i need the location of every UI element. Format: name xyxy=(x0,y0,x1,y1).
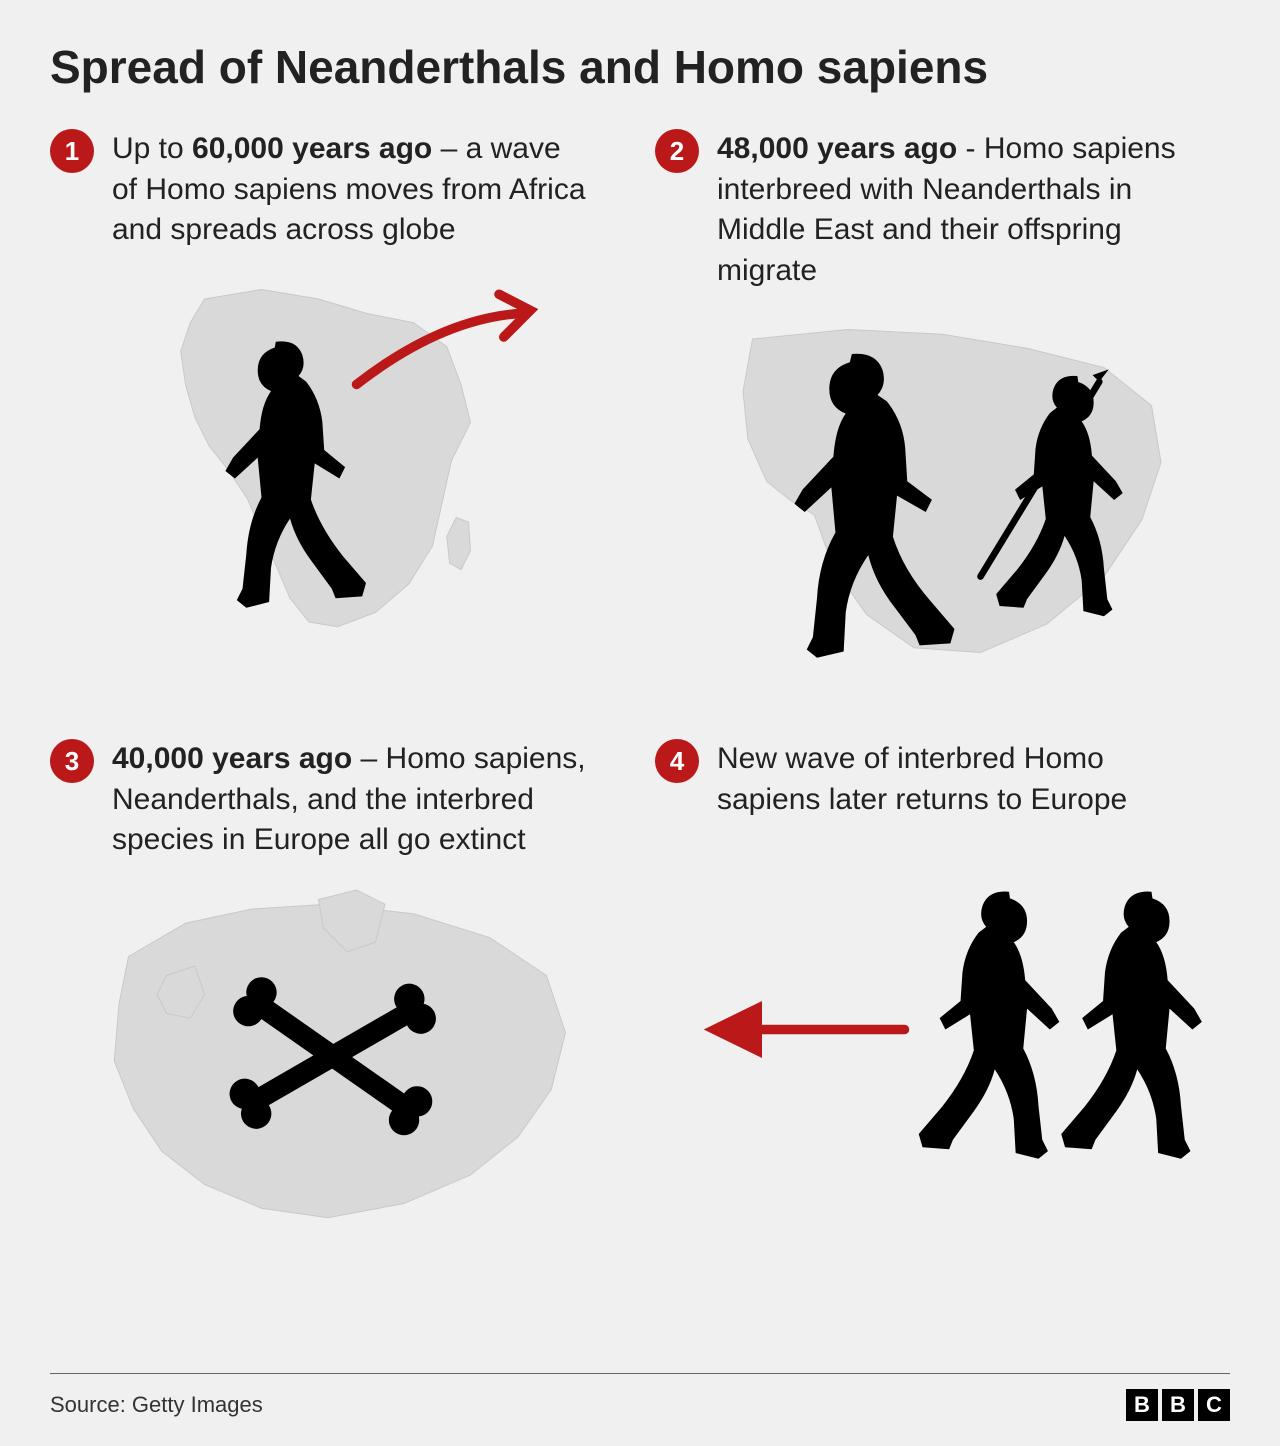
panel-3-text: 40,000 years ago – Homo sapiens, Neander… xyxy=(112,739,592,861)
logo-letter-2: B xyxy=(1162,1389,1194,1421)
panel-1-illustration xyxy=(50,261,625,641)
logo-letter-1: B xyxy=(1126,1389,1158,1421)
panel-4-illustration xyxy=(655,830,1230,1210)
panel-4-text: New wave of interbred Homo sapiens later… xyxy=(717,739,1197,820)
logo-letter-3: C xyxy=(1198,1389,1230,1421)
panel-grid: 1 Up to 60,000 years ago – a wave of Hom… xyxy=(50,129,1230,1309)
panel-1: 1 Up to 60,000 years ago – a wave of Hom… xyxy=(50,129,625,699)
panel-2: 2 48,000 years ago - Homo sapiens interb… xyxy=(655,129,1230,699)
panel-3-illustration xyxy=(50,871,625,1251)
panel-3: 3 40,000 years ago – Homo sapiens, Neand… xyxy=(50,739,625,1309)
panel-1-text: Up to 60,000 years ago – a wave of Homo … xyxy=(112,129,592,251)
footer: Source: Getty Images B B C xyxy=(50,1373,1230,1421)
hominid-pair-icon xyxy=(919,892,1202,1159)
panel-4: 4 New wave of interbred Homo sapiens lat… xyxy=(655,739,1230,1309)
bbc-logo: B B C xyxy=(1126,1389,1230,1421)
return-arrow-icon xyxy=(715,1009,905,1051)
panel-4-badge: 4 xyxy=(655,739,699,783)
panel-2-illustration xyxy=(655,301,1230,681)
source-text: Source: Getty Images xyxy=(50,1392,263,1418)
panel-1-badge: 1 xyxy=(50,129,94,173)
panel-3-badge: 3 xyxy=(50,739,94,783)
panel-2-text: 48,000 years ago - Homo sapiens interbre… xyxy=(717,129,1197,291)
infographic-title: Spread of Neanderthals and Homo sapiens xyxy=(50,40,1230,94)
panel-2-badge: 2 xyxy=(655,129,699,173)
